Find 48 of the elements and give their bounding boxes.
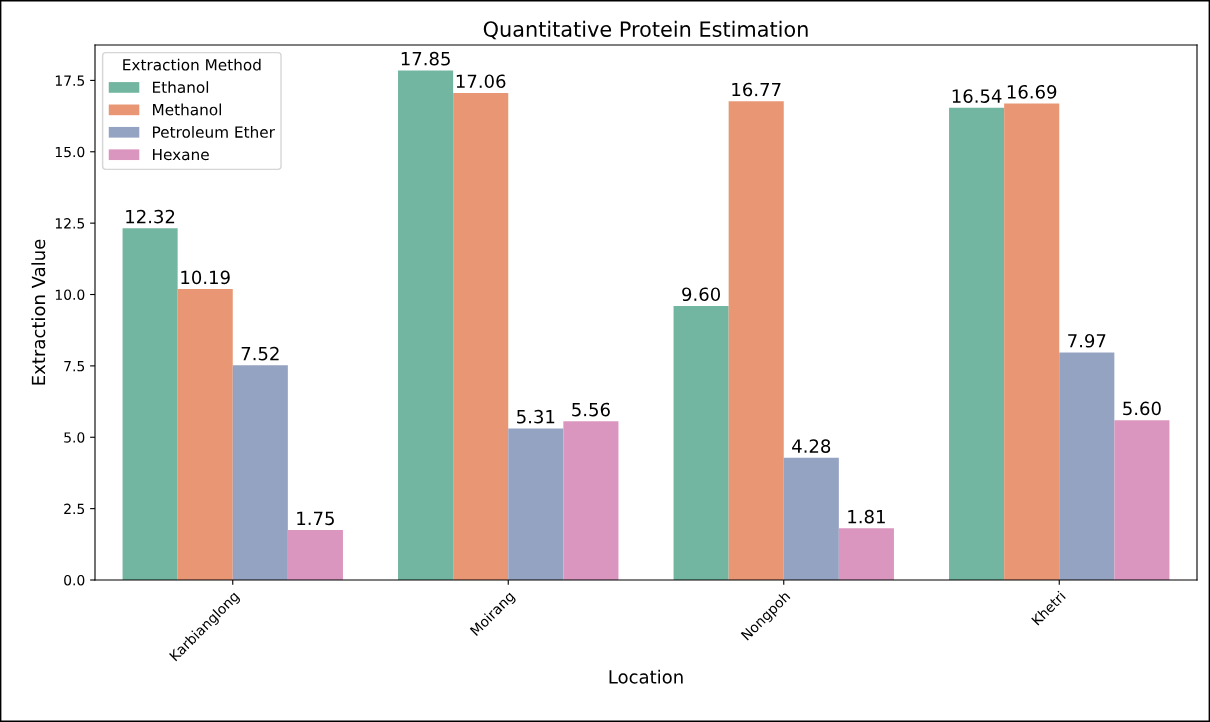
data-label: 10.19 (181, 270, 230, 285)
y-tick-label: 15.0 (55, 146, 85, 158)
bar (232, 365, 288, 580)
bar (563, 421, 619, 580)
bar (1004, 103, 1060, 580)
y-tick-label: 12.5 (55, 218, 85, 229)
legend-label: Methanol (153, 103, 221, 116)
y-tick-label: 5.0 (64, 432, 85, 443)
data-label: 4.28 (792, 439, 831, 453)
bar (728, 101, 784, 580)
legend-title: Extraction Method (123, 58, 261, 71)
data-label: 9.60 (682, 287, 720, 302)
bar (177, 289, 233, 580)
x-axis-title: Location (609, 669, 683, 684)
data-label: 17.85 (401, 51, 450, 66)
bar (453, 92, 509, 580)
legend-label: Hexane (153, 148, 209, 161)
data-label: 16.69 (1007, 84, 1057, 99)
data-label: 7.52 (241, 346, 279, 361)
legend-label: Petroleum Ether (153, 126, 275, 138)
y-axis-title: Extraction Value (31, 239, 46, 385)
data-label: 5.60 (1123, 401, 1161, 416)
y-tick-label: 17.5 (55, 75, 85, 86)
bar (398, 70, 454, 580)
data-label: 1.81 (848, 509, 885, 524)
y-tick-label: 0.0 (64, 574, 85, 586)
data-label: 1.75 (297, 511, 334, 526)
bar (122, 228, 178, 580)
data-label: 16.54 (952, 89, 1002, 103)
legend-label: Ethanol (153, 81, 209, 93)
y-tick-label: 7.5 (64, 361, 85, 372)
bar (1059, 352, 1115, 580)
data-label: 7.97 (1068, 333, 1106, 348)
bar (287, 530, 343, 580)
data-label: 5.56 (572, 402, 610, 417)
data-label: 17.06 (456, 74, 506, 89)
bar (838, 528, 894, 580)
bar (1114, 420, 1170, 580)
bar (783, 457, 839, 580)
y-tick-label: 2.5 (64, 503, 85, 515)
data-label: 12.32 (126, 209, 175, 224)
chart-title: Quantitative Protein Estimation (483, 20, 808, 40)
bar (949, 107, 1005, 580)
bar (508, 428, 564, 580)
data-label: 5.31 (517, 409, 555, 424)
data-label: 16.77 (732, 82, 781, 97)
y-tick-label: 10.0 (55, 289, 85, 300)
bar (673, 305, 729, 580)
